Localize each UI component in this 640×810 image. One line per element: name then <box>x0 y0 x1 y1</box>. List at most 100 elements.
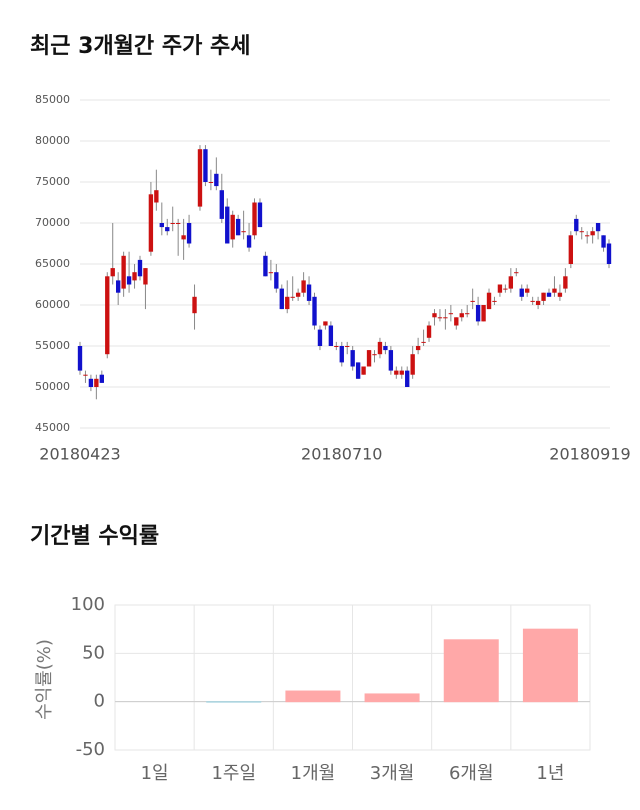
candle-body <box>137 259 143 277</box>
candle-body <box>372 354 377 356</box>
candle-body <box>186 223 192 244</box>
candle-body <box>470 300 475 302</box>
candle-body <box>557 292 563 297</box>
y-tick-label: -50 <box>76 739 105 760</box>
y-tick-label: 85000 <box>35 93 70 106</box>
candle-body <box>268 272 274 274</box>
candle-body <box>601 235 606 248</box>
candle-body <box>143 268 148 285</box>
candle-body <box>274 272 279 289</box>
candle-body <box>328 325 334 346</box>
candle-body <box>574 218 579 232</box>
bar <box>443 639 499 703</box>
candle-body <box>350 350 355 367</box>
candle-body <box>579 231 584 233</box>
candle-body <box>132 272 137 281</box>
bar <box>285 690 341 703</box>
y-tick-label: 70000 <box>35 216 70 229</box>
candle-body <box>295 292 301 297</box>
candle-body <box>126 276 132 285</box>
x-tick-label: 1주일 <box>211 763 256 784</box>
candle-body <box>148 194 154 252</box>
candle-body <box>339 346 344 363</box>
x-tick-label: 20180919 <box>549 445 630 464</box>
y-tick-label: 50 <box>82 642 105 663</box>
candle-body <box>83 374 88 376</box>
candle-body <box>88 378 94 387</box>
x-tick-label: 1년 <box>536 763 564 784</box>
candle-body <box>99 374 104 383</box>
candle-body <box>465 313 470 315</box>
candle-body <box>230 214 235 240</box>
candle-body <box>475 305 481 322</box>
candle-body <box>366 350 372 367</box>
candle-body <box>263 255 268 277</box>
x-tick-label: 20180710 <box>301 445 382 464</box>
candle-body <box>377 341 383 355</box>
y-tick-label: 0 <box>94 691 105 712</box>
y-tick-label: 100 <box>71 594 105 615</box>
candle-body <box>306 284 312 301</box>
candle-body <box>541 292 546 301</box>
candle-body <box>77 346 83 371</box>
candle-body <box>497 284 503 293</box>
candle-body <box>448 313 454 315</box>
x-tick-label: 3개월 <box>370 763 415 784</box>
candle-body <box>225 206 230 244</box>
x-tick-label: 6개월 <box>449 763 494 784</box>
candle-body <box>503 288 508 290</box>
candle-body <box>454 317 459 326</box>
candle-body <box>246 235 252 248</box>
candle-body <box>235 218 241 236</box>
candle-body <box>546 292 552 297</box>
candle-body <box>203 149 208 182</box>
candle-body <box>405 370 410 387</box>
candle-body <box>563 276 568 289</box>
candle-body <box>94 378 99 387</box>
y-tick-label: 65000 <box>35 257 70 270</box>
candle-body <box>241 231 246 233</box>
candle-body <box>394 370 399 375</box>
candle-body <box>175 223 181 224</box>
bar <box>522 628 578 703</box>
candle-body <box>301 280 306 293</box>
y-axis-label: 수익률(%) <box>34 639 55 720</box>
candle-body <box>426 325 432 338</box>
candle-body <box>110 268 115 277</box>
candle-body <box>508 276 514 289</box>
candle-body <box>443 317 448 319</box>
candle-body <box>552 288 557 293</box>
candle-body <box>383 346 388 351</box>
bar <box>364 693 420 703</box>
candle-body <box>410 354 415 375</box>
candle-body <box>535 300 541 305</box>
candle-body <box>317 329 323 346</box>
candle-body <box>590 231 595 236</box>
candle-body <box>421 341 426 343</box>
candle-body <box>519 288 524 297</box>
candle-body <box>105 276 110 355</box>
y-tick-label: 45000 <box>35 421 70 434</box>
candle-body <box>492 300 497 302</box>
candle-body <box>415 346 421 351</box>
candle-body <box>170 223 175 224</box>
candle-body <box>345 346 350 347</box>
x-tick-label: 1일 <box>141 763 169 784</box>
candle-body <box>323 321 328 326</box>
candle-body <box>399 370 404 375</box>
candle-body <box>197 149 203 207</box>
candle-body <box>181 235 186 240</box>
candle-body <box>285 296 290 310</box>
candle-body <box>388 350 394 371</box>
candle-body <box>208 182 214 183</box>
candle-body <box>486 292 492 310</box>
candle-body <box>252 202 257 236</box>
candle-body <box>355 362 361 379</box>
y-tick-label: 75000 <box>35 175 70 188</box>
candle-body <box>290 296 295 298</box>
candle-body <box>154 190 159 203</box>
candle-body <box>606 243 612 264</box>
candle-body <box>568 235 574 264</box>
candle-body <box>437 317 443 319</box>
